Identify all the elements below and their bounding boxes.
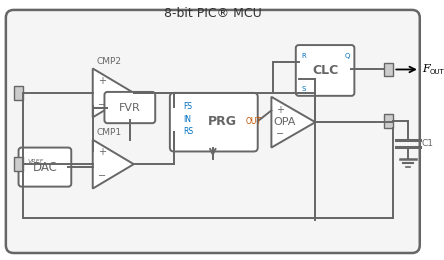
Text: PRG: PRG (208, 115, 237, 128)
FancyBboxPatch shape (384, 114, 393, 128)
Text: R: R (301, 53, 306, 59)
FancyBboxPatch shape (104, 92, 155, 123)
FancyBboxPatch shape (14, 157, 24, 171)
Text: F: F (422, 64, 429, 74)
Text: VREF: VREF (28, 159, 44, 164)
Polygon shape (271, 97, 315, 148)
Text: −: − (98, 171, 106, 181)
Text: DAC: DAC (32, 161, 57, 174)
FancyBboxPatch shape (19, 148, 71, 187)
Text: CMP2: CMP2 (97, 57, 122, 66)
FancyBboxPatch shape (296, 45, 354, 96)
Text: OUT: OUT (246, 117, 262, 126)
Text: +: + (98, 76, 106, 86)
Text: OPA: OPA (274, 117, 296, 127)
Polygon shape (93, 68, 134, 117)
Text: −: − (276, 129, 285, 139)
Text: RS: RS (183, 127, 194, 136)
Text: Q: Q (345, 53, 350, 59)
Text: CMP1: CMP1 (97, 128, 122, 137)
Text: +: + (276, 106, 284, 115)
FancyBboxPatch shape (384, 63, 393, 76)
Text: S: S (301, 86, 306, 92)
Text: −: − (98, 100, 106, 110)
FancyBboxPatch shape (14, 86, 24, 100)
Text: 8-bit PIC® MCU: 8-bit PIC® MCU (164, 7, 262, 20)
Text: FVR: FVR (119, 102, 141, 113)
FancyBboxPatch shape (6, 10, 420, 253)
Text: FS: FS (183, 102, 193, 111)
Text: IN: IN (183, 115, 191, 124)
Text: OUT: OUT (429, 69, 444, 75)
Text: C1: C1 (422, 139, 434, 148)
Polygon shape (93, 140, 134, 188)
FancyBboxPatch shape (170, 93, 258, 152)
Text: +: + (98, 147, 106, 158)
Text: CLC: CLC (312, 64, 338, 77)
